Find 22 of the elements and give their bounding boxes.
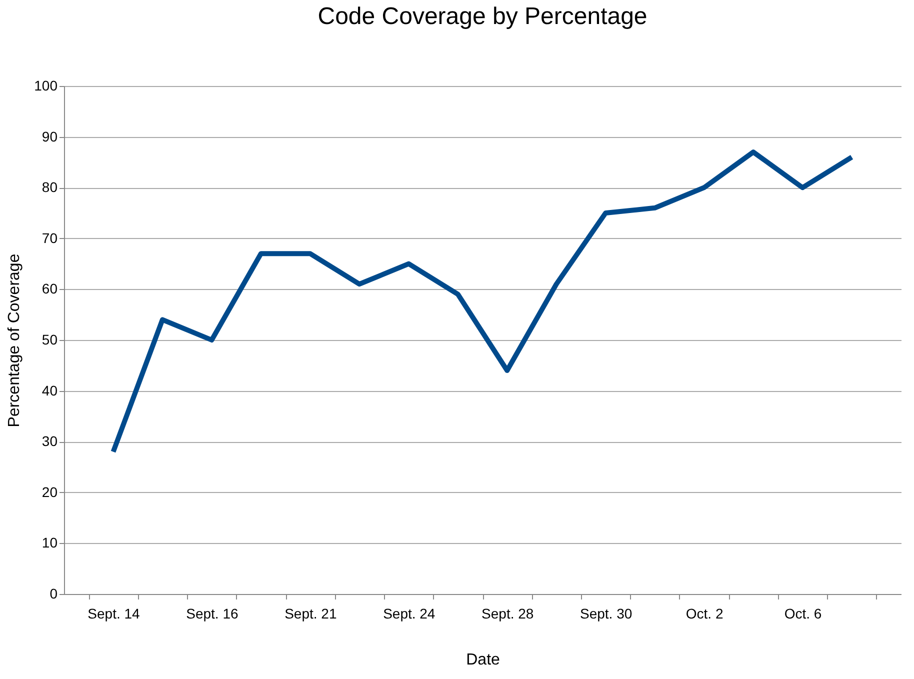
y-tick-label: 100	[34, 78, 58, 94]
y-tick-label: 40	[42, 382, 58, 398]
y-tick-label: 50	[42, 332, 58, 348]
y-axis-title: Percentage of Coverage	[6, 254, 24, 428]
x-tick-label: Sept. 30	[580, 606, 632, 622]
y-tick-label: 0	[50, 586, 58, 602]
y-tick-label: 10	[42, 534, 58, 551]
x-tick-label: Sept. 24	[383, 606, 436, 622]
x-axis-title: Date	[466, 652, 500, 668]
y-tick-label: 30	[42, 433, 58, 450]
x-tick-label: Oct. 6	[784, 606, 822, 622]
x-tick-label: Sept. 21	[284, 606, 337, 622]
chart-title: Code Coverage by Percentage	[318, 3, 648, 30]
y-tick-label: 20	[42, 484, 58, 500]
y-tick-label: 90	[42, 128, 58, 144]
y-tick-label: 80	[42, 179, 58, 196]
y-tick-label: 70	[42, 230, 58, 246]
x-tick-label: Sept. 16	[186, 606, 238, 622]
x-tick-label: Oct. 2	[686, 606, 724, 622]
x-tick-label: Sept. 14	[88, 606, 140, 622]
x-tick-label: Sept. 28	[482, 606, 534, 622]
y-tick-label: 60	[42, 280, 58, 297]
